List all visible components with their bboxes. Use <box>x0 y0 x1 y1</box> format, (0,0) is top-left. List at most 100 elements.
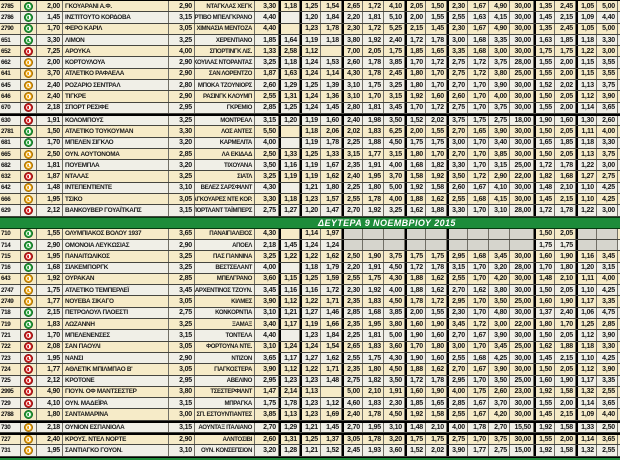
extra-odds-cell: 3,90 <box>597 91 618 102</box>
extra-odds-cell: 3,30 <box>597 341 618 352</box>
extra-odds-cell: 3,30 <box>597 137 618 148</box>
extra-odds-cell: 2,06 <box>321 126 342 137</box>
extra-odds-cell: 1,72 <box>363 1 384 12</box>
extra-odds-cell: 1,72 <box>426 57 447 68</box>
extra-odds-cell: 2,65 <box>342 1 363 12</box>
match-row: 2790 1,70 ΦΕΡΟ ΚΑΡΙΛ 3,05 ΧΙΜΝΑΣΙΑ ΜΕΝΤΟΖΑ 4,… <box>0 23 620 35</box>
extra-odds-cell: 1,62 <box>321 171 342 182</box>
extra-odds-cell: 1,15 <box>576 68 597 80</box>
extra-odds-cell: 4,40 <box>597 12 618 23</box>
match-code: 2785 <box>0 1 21 12</box>
extra-odds-cell: 1,84 <box>321 12 342 23</box>
extra-odds-cell: 1,22 <box>279 251 300 262</box>
extra-odds-cell: 1,70 <box>468 296 489 307</box>
away-win-odds: 1,47 <box>255 386 279 398</box>
match-code: 641 <box>0 68 21 80</box>
time-indicator-cell <box>21 409 37 420</box>
clock-icon-red <box>24 172 33 182</box>
away-win-odds: 2,50 <box>255 148 279 160</box>
clock-icon-green <box>24 126 33 136</box>
extra-odds-cell: 3,45 <box>489 341 510 352</box>
extra-odds-cell <box>279 23 300 34</box>
extra-odds-cell: 1,70 <box>426 68 447 80</box>
home-win-odds: 1,95 <box>37 445 63 456</box>
extra-odds-cell: 1,32 <box>576 386 597 398</box>
extra-odds-cell: 1,67 <box>468 23 489 34</box>
extra-odds-cell: 4,50 <box>384 137 405 148</box>
extra-odds-cell: 1,78 <box>426 34 447 46</box>
extra-odds-cell: 1,75 <box>426 137 447 148</box>
match-code: 730 <box>0 422 21 432</box>
extra-odds-cell: 1,25 <box>279 102 300 113</box>
extra-odds-cell: 4,00 <box>384 194 405 205</box>
home-team-name: ΠΑΝΑΙΤΩΛΙΚΟΣ <box>63 251 169 262</box>
extra-odds-cell: 2,55 <box>597 386 618 398</box>
match-row: 665 2,50 ΟΥΝ. ΑΟΥΤΟΝΟΜΑ 2,85 ΛΑ ΕΚΙΔΑΔ 2,50 1,… <box>0 148 620 161</box>
extra-odds-cell: 3,15 <box>342 148 363 160</box>
extra-odds-cell: 1,50 <box>534 228 555 239</box>
extra-odds-cell: 7,00 <box>342 46 363 57</box>
time-indicator-cell <box>21 445 37 456</box>
extra-odds-cell: 1,82 <box>426 160 447 171</box>
clock-icon-green <box>24 240 33 250</box>
extra-odds-cell: 1,55 <box>534 102 555 113</box>
extra-odds-cell: 2,70 <box>447 126 468 137</box>
home-win-odds: 1,45 <box>37 12 63 23</box>
away-win-odds: 4,40 <box>255 12 279 23</box>
extra-odds-cell: 1,82 <box>363 375 384 386</box>
clock-icon-green <box>24 1 33 11</box>
extra-odds-cell: 1,15 <box>279 273 300 285</box>
extra-odds-cell: 1,58 <box>426 409 447 420</box>
extra-odds-cell: 3,90 <box>489 80 510 91</box>
extra-odds-cell: 2,40 <box>384 34 405 46</box>
extra-odds-cell: 2,90 <box>489 171 510 182</box>
extra-odds-cell: 1,70 <box>426 80 447 91</box>
extra-odds-cell: 3,85 <box>489 148 510 160</box>
extra-odds-cell: 1,72 <box>405 375 426 386</box>
away-team-name: ΤΙΧΟΥΑΝΑ <box>195 160 255 171</box>
extra-odds-cell: 1,72 <box>321 285 342 296</box>
extra-odds-cell: 3,75 <box>384 251 405 262</box>
extra-odds-cell: 1,10 <box>576 285 597 296</box>
extra-odds-cell: 1,47 <box>321 205 342 216</box>
extra-odds-cell: 1,15 <box>576 57 597 68</box>
extra-odds-cell: 1,75 <box>468 115 489 126</box>
extra-odds-cell: 1,23 <box>300 23 321 34</box>
home-win-odds: 1,91 <box>37 115 63 126</box>
extra-odds-cell: 1,67 <box>468 409 489 420</box>
home-team-name: ΜΠΕΛΕΝΕΝΣΕΣ <box>63 330 169 341</box>
extra-odds-cell: 1,82 <box>534 171 555 182</box>
away-team-name: ΒΕΣΤΣΕΛΑΝΤ <box>195 262 255 273</box>
draw-odds: 3,25 <box>169 115 195 126</box>
extra-odds-cell: 2,75 <box>489 445 510 456</box>
extra-odds-cell: 1,18 <box>321 34 342 46</box>
extra-odds-cell: 1,64 <box>279 34 300 46</box>
extra-odds-cell: 1,84 <box>321 330 342 341</box>
away-team-name: ΠΑΝΑΙΓΙΑΛΕΙΟΣ <box>195 228 255 239</box>
extra-odds-cell: 1,11 <box>576 273 597 285</box>
time-indicator-cell <box>21 80 37 91</box>
draw-odds: 2,95 <box>169 102 195 113</box>
home-win-odds: 1,92 <box>37 273 63 285</box>
extra-odds-cell: 30,00 <box>510 1 534 12</box>
extra-odds-cell: 1,22 <box>576 46 597 57</box>
extra-odds-cell: 4,30 <box>384 273 405 285</box>
extra-odds-cell: 1,45 <box>534 352 555 364</box>
extra-odds-cell: 1,88 <box>405 273 426 285</box>
extra-odds-cell: 1,72 <box>468 57 489 68</box>
extra-odds-cell: 3,45 <box>489 251 510 262</box>
home-team-name: ΚΟΛΟΜΠΟΥΣ <box>63 115 169 126</box>
extra-odds-cell: 2,05 <box>555 285 576 296</box>
extra-odds-cell: 1,80 <box>363 364 384 375</box>
away-team-name: ΑΓΚΟΥΙΛΑΣ ΝΤΟΡΑΝΤΑΣ <box>195 57 255 68</box>
home-win-odds: 2,50 <box>37 148 63 160</box>
extra-odds-cell: 1,19 <box>300 34 321 46</box>
extra-odds-cell: 1,55 <box>534 434 555 445</box>
clock-icon-green <box>24 138 33 148</box>
extra-odds-cell: 2,35 <box>342 296 363 307</box>
extra-odds-cell: 30,00 <box>510 434 534 445</box>
extra-odds-cell <box>342 228 363 239</box>
extra-odds-cell: 30,00 <box>510 352 534 364</box>
